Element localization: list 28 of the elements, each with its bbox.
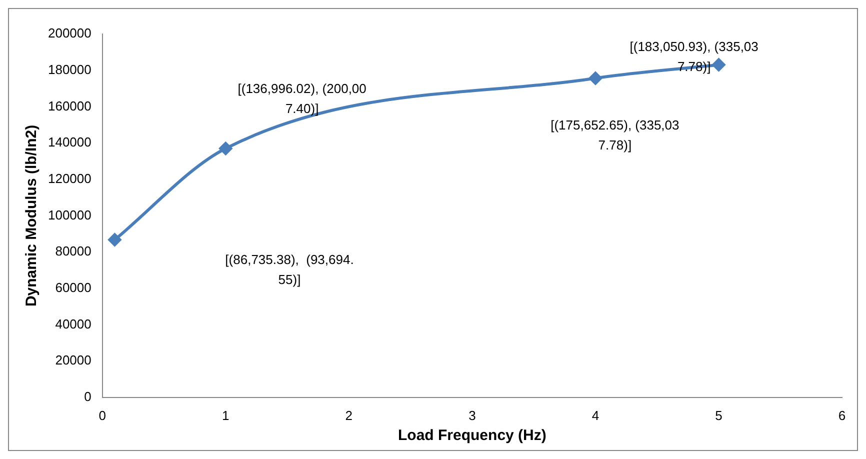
y-tick-label: 140000 — [48, 134, 92, 150]
annotation: [(183,050.93), (335,037.78)] — [630, 39, 758, 74]
annotation: [(175,652.65), (335,037.78)] — [550, 117, 680, 152]
x-tick-label: 5 — [715, 408, 722, 423]
annotation: [(86,735.38), (93,694.55)] — [225, 252, 354, 287]
x-tick-label: 6 — [838, 408, 846, 423]
point — [219, 142, 232, 155]
x-tick-label: 2 — [345, 408, 353, 423]
y-tick-label: 120000 — [48, 170, 92, 186]
point — [588, 72, 602, 85]
x-axis-title: Load Frequency (Hz) — [398, 427, 546, 444]
x-tick-label: 3 — [468, 408, 476, 423]
point — [108, 233, 122, 246]
y-tick-label: 60000 — [55, 280, 92, 295]
x-tick-label: 4 — [592, 408, 600, 423]
y-tick-label: 40000 — [55, 316, 92, 332]
y-tick-label: 20000 — [55, 352, 92, 368]
x-tick-label: 1 — [222, 408, 230, 423]
y-tick-label: 100000 — [48, 207, 92, 222]
y-tick-label: 180000 — [48, 62, 92, 77]
y-axis-title: Dynamic Modulus (lb/In2) — [23, 124, 40, 307]
y-tick-label: 160000 — [48, 98, 92, 114]
point — [712, 58, 726, 72]
y-tick-label: 80000 — [55, 244, 92, 259]
y-tick-label: 0 — [84, 388, 92, 404]
x-tick-label: 0 — [98, 408, 106, 423]
annotation: [(136,996.02), (200,007.40)] — [238, 80, 366, 116]
y-tick-label: 200000 — [48, 26, 92, 41]
